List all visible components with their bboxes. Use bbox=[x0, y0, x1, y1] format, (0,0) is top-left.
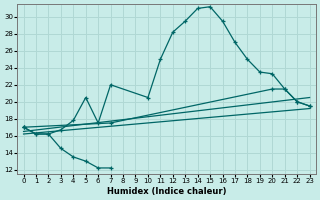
X-axis label: Humidex (Indice chaleur): Humidex (Indice chaleur) bbox=[107, 187, 226, 196]
